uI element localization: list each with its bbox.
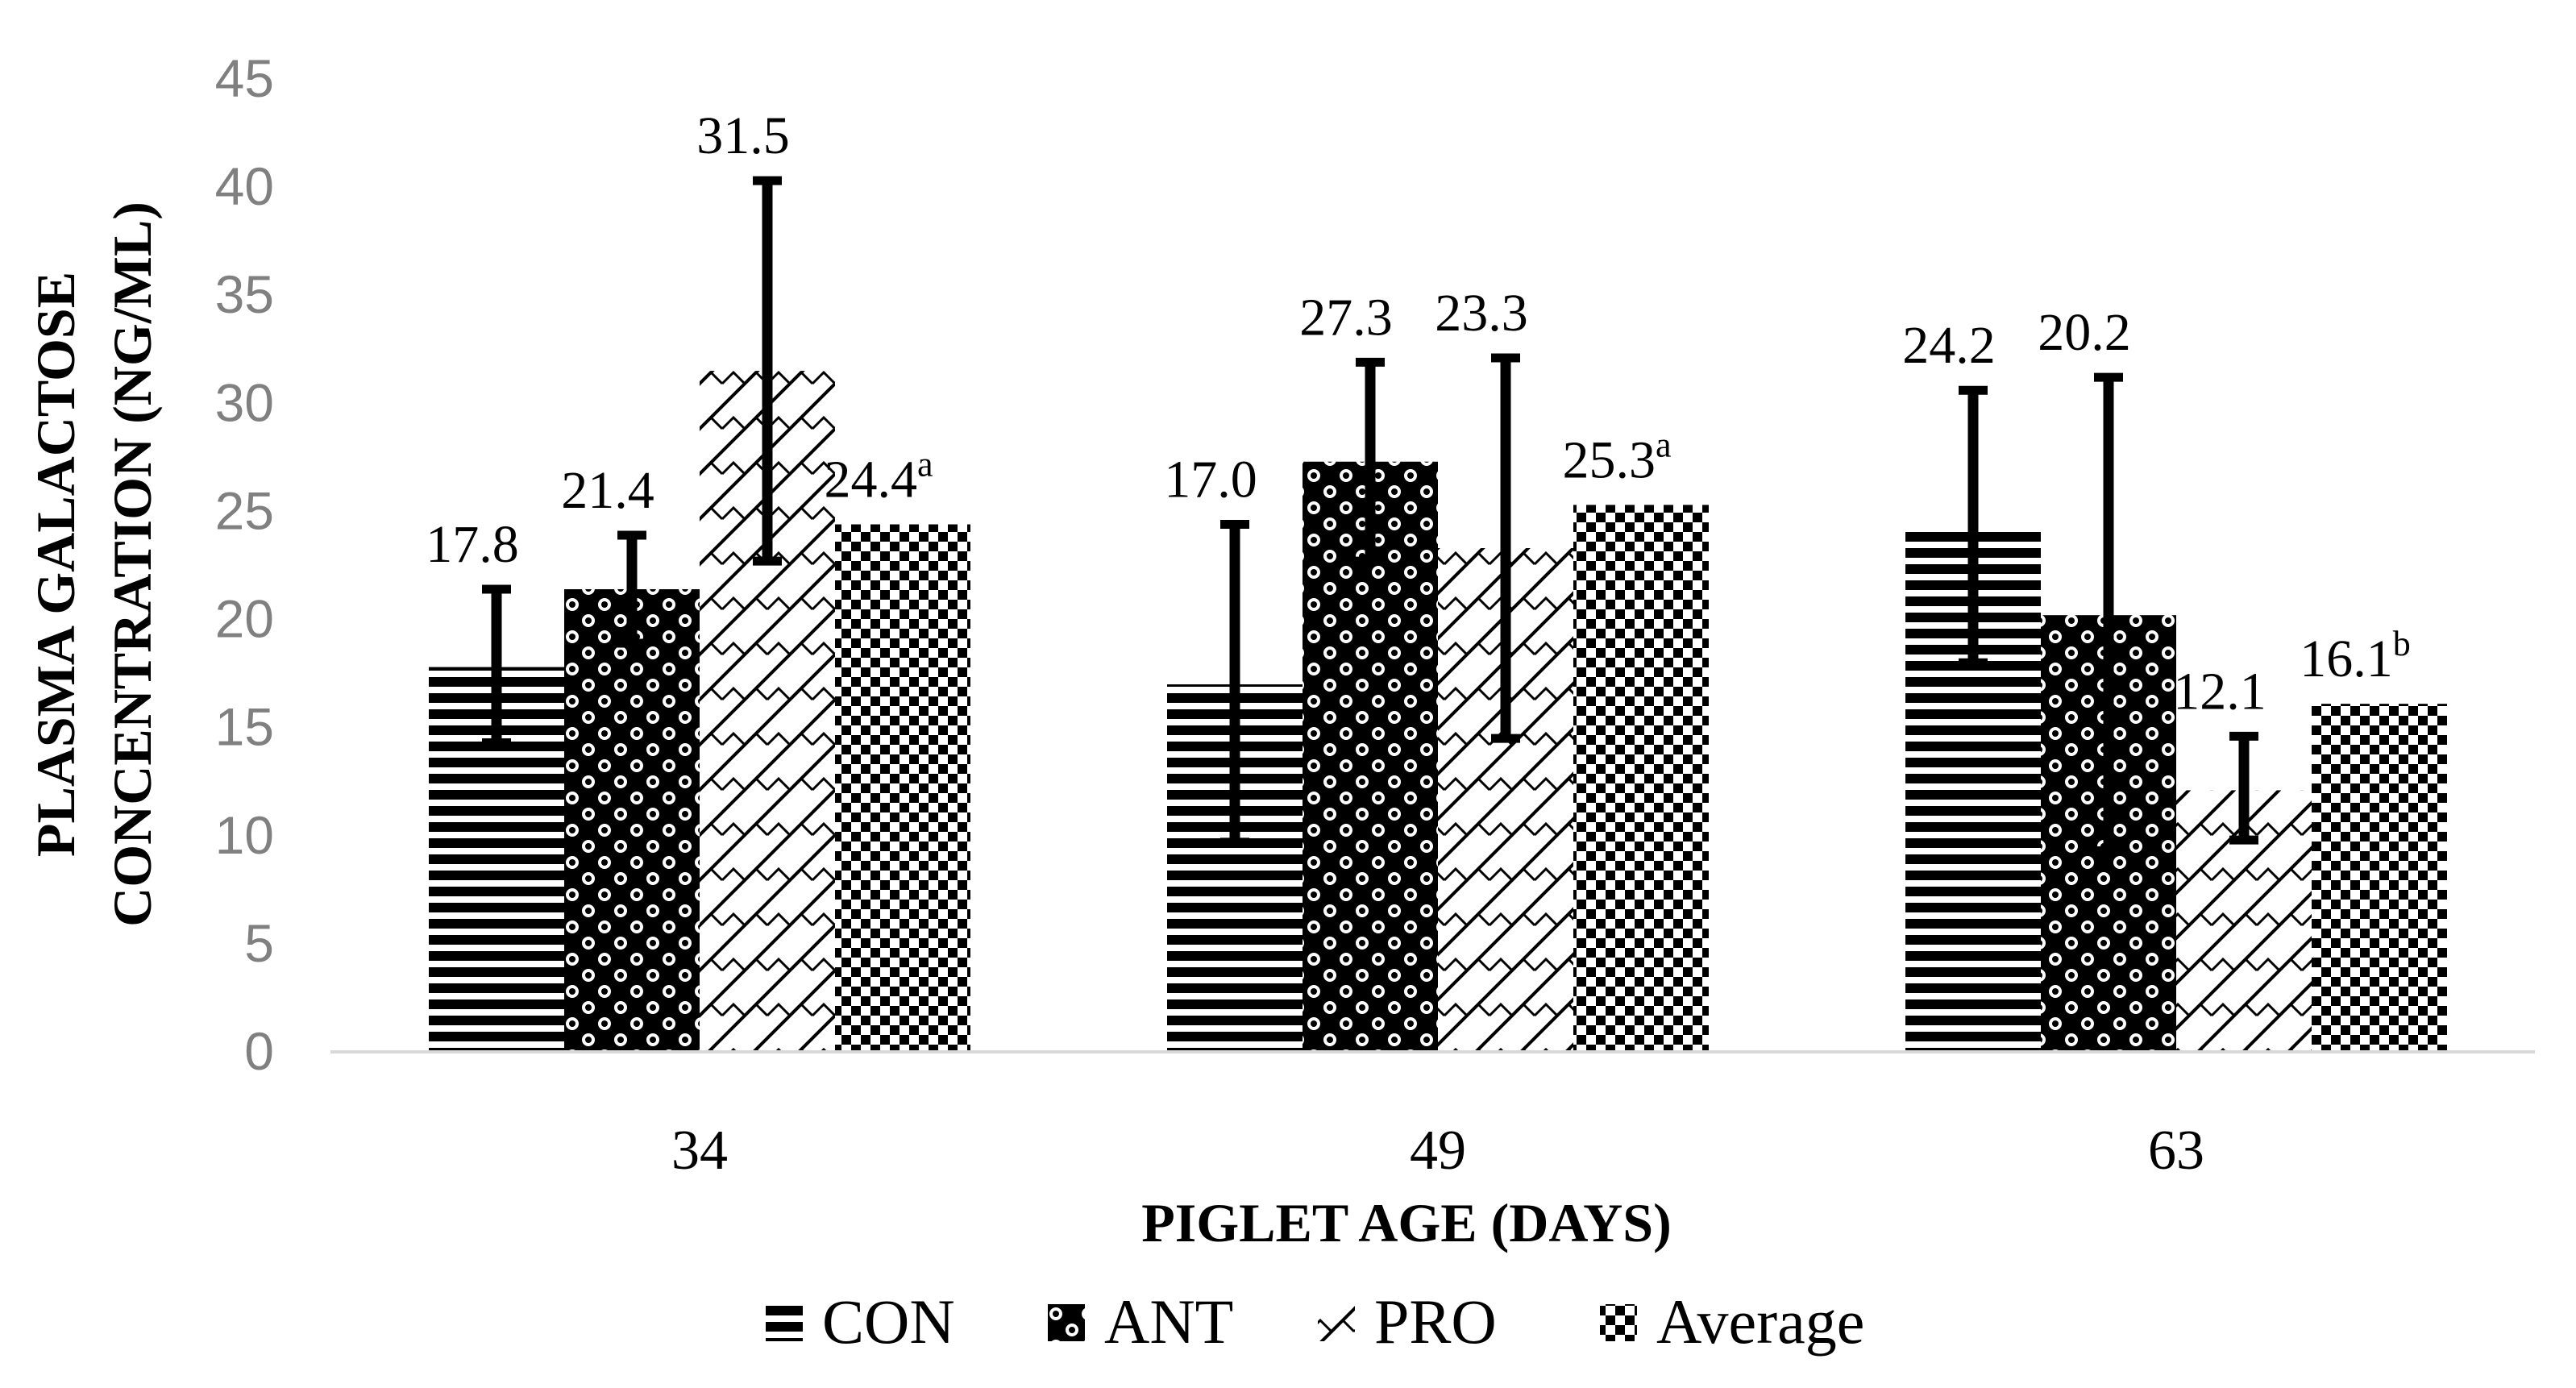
x-tick-label: 63 <box>2148 1120 2204 1182</box>
error-bar-con-49 <box>1220 520 1249 847</box>
y-tick-label: 20 <box>215 589 274 649</box>
y-axis-title-line: PLASMA GALACTOSE <box>25 272 86 857</box>
legend-label: CON <box>822 1286 955 1357</box>
data-labels-layer: 17.8 17.0 24.2 21.4 27.3 20.2 31.5 23.3 12.1 24.4… <box>426 106 2411 721</box>
error-bar-ant-63 <box>2094 372 2123 856</box>
data-label: 25.3a <box>1562 425 1671 489</box>
y-tick-label: 0 <box>244 1021 274 1081</box>
x-axis-title: PIGLET AGE (DAYS) <box>1141 1192 1672 1253</box>
bar-average-34 <box>835 524 970 1052</box>
legend-swatch <box>766 1304 803 1341</box>
y-tick-label: 15 <box>215 697 274 757</box>
data-label: 23.3 <box>1435 284 1528 343</box>
error-bars-layer <box>482 176 2258 856</box>
legend-item-pro: PRO <box>1318 1286 1497 1357</box>
y-axis-title-line: CONCENTRATION (NG/ML) <box>102 202 163 927</box>
legend-item-con: CON <box>766 1286 955 1357</box>
data-label: 12.1 <box>2173 662 2266 721</box>
data-label: 20.2 <box>2038 303 2131 362</box>
legend-label: PRO <box>1374 1286 1497 1357</box>
bar-average-63 <box>2312 704 2447 1052</box>
y-tick-label: 45 <box>215 48 274 108</box>
y-tick-label: 35 <box>215 264 274 324</box>
data-label: 24.4a <box>824 445 933 509</box>
data-label: 31.5 <box>696 106 790 165</box>
error-bar-pro-34 <box>753 176 782 566</box>
legend-swatch <box>1600 1304 1637 1341</box>
bars-layer <box>429 371 2447 1053</box>
error-bar-ant-49 <box>1356 357 1385 566</box>
legend-label: Average <box>1656 1286 1864 1357</box>
y-tick-label: 10 <box>215 805 274 865</box>
y-tick-label: 25 <box>215 480 274 540</box>
error-bar-ant-34 <box>617 530 646 648</box>
error-bar-pro-49 <box>1491 353 1520 743</box>
data-label: 21.4 <box>561 461 654 520</box>
legend-swatch <box>1318 1304 1355 1341</box>
legend: CON ANT PRO Average <box>766 1286 1864 1357</box>
bar-average-49 <box>1573 505 1709 1052</box>
legend-label: ANT <box>1104 1286 1233 1357</box>
y-tick-label: 30 <box>215 372 274 432</box>
data-label: 17.8 <box>426 515 519 574</box>
error-bar-con-63 <box>1959 385 1988 667</box>
error-bar-con-34 <box>482 584 511 747</box>
data-label: 16.1b <box>2300 624 2411 688</box>
legend-item-average: Average <box>1600 1286 1864 1357</box>
axes-layer: 0 5 10 15 20 25 30 35 40 45 34 49 63 PIGLET AGE (DAYS… <box>25 48 2535 1253</box>
legend-swatch <box>1048 1304 1085 1341</box>
data-label: 27.3 <box>1299 288 1393 347</box>
data-label: 17.0 <box>1164 451 1257 509</box>
y-tick-label: 40 <box>215 156 274 216</box>
bar-ant-34 <box>564 589 700 1052</box>
error-bar-pro-63 <box>2229 731 2258 845</box>
legend-item-ant: ANT <box>1048 1286 1233 1357</box>
x-tick-label: 34 <box>671 1120 728 1182</box>
x-tick-label: 49 <box>1410 1120 1466 1182</box>
data-label: 24.2 <box>1902 316 1996 375</box>
y-tick-label: 5 <box>244 913 274 973</box>
